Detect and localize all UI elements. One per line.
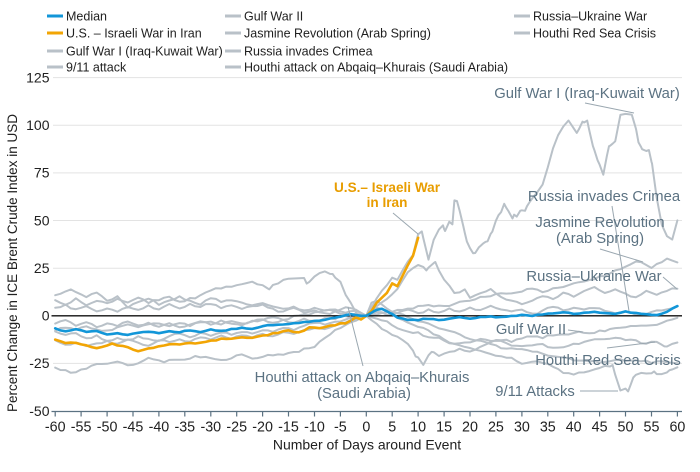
svg-text:125: 125 [26,69,50,85]
svg-text:(Arab Spring): (Arab Spring) [556,231,644,247]
svg-text:15: 15 [436,420,452,436]
svg-text:-35: -35 [174,420,195,436]
svg-text:25: 25 [488,420,504,436]
svg-text:25: 25 [34,260,50,276]
svg-text:-60: -60 [45,420,66,436]
svg-text:0: 0 [42,308,50,324]
svg-text:-25: -25 [226,420,247,436]
svg-text:Russia invades Crimea: Russia invades Crimea [528,189,681,205]
svg-text:Gulf War II: Gulf War II [496,322,566,338]
svg-text:9/11 attack: 9/11 attack [66,61,127,75]
svg-text:U.S. – Israeli War in Iran: U.S. – Israeli War in Iran [66,27,202,41]
svg-text:Houthi Red Sea Crisis: Houthi Red Sea Crisis [533,27,656,41]
svg-text:-5: -5 [334,420,347,436]
svg-text:Russia invades Crimea: Russia invades Crimea [244,45,373,59]
svg-text:Jasmine Revolution: Jasmine Revolution [535,215,664,231]
svg-text:Russia–Ukraine War: Russia–Ukraine War [533,10,647,24]
svg-text:75: 75 [34,165,50,181]
svg-text:-15: -15 [278,420,299,436]
svg-text:-20: -20 [252,420,273,436]
svg-text:30: 30 [514,420,530,436]
svg-text:-25: -25 [29,355,49,371]
svg-text:-50: -50 [97,420,118,436]
svg-text:Percent Change in ICE Brent Cr: Percent Change in ICE Brent Crude Index … [5,114,20,412]
svg-text:100: 100 [26,117,50,133]
svg-text:5: 5 [388,420,396,436]
svg-text:Jasmine Revolution (Arab Sprin: Jasmine Revolution (Arab Spring) [244,27,431,41]
svg-text:Houthi attack on Abqaiq–Khurai: Houthi attack on Abqaiq–Khurais (Saudi A… [244,61,508,75]
svg-text:-50: -50 [29,403,49,419]
svg-text:Russia–Ukraine War: Russia–Ukraine War [526,269,661,285]
svg-text:in Iran: in Iran [367,195,408,210]
svg-text:Houthi attack on Abqaiq–Khurai: Houthi attack on Abqaiq–Khurais [255,370,470,386]
svg-text:Median: Median [66,10,107,24]
svg-text:-45: -45 [123,420,144,436]
svg-text:40: 40 [566,420,582,436]
svg-text:Gulf War II: Gulf War II [244,10,303,24]
svg-text:60: 60 [669,420,685,436]
svg-text:50: 50 [34,212,50,228]
svg-text:10: 10 [410,420,426,436]
svg-text:-40: -40 [149,420,170,436]
svg-text:45: 45 [592,420,608,436]
svg-text:(Saudi Arabia): (Saudi Arabia) [317,386,411,402]
svg-text:-30: -30 [200,420,221,436]
svg-text:-55: -55 [71,420,92,436]
svg-text:20: 20 [462,420,478,436]
svg-text:Gulf War I (Iraq-Kuwait War): Gulf War I (Iraq-Kuwait War) [494,86,680,102]
svg-text:55: 55 [644,420,660,436]
svg-text:Number of Days around Event: Number of Days around Event [273,437,461,453]
svg-text:Houthi Red Sea Crisis: Houthi Red Sea Crisis [535,353,681,369]
svg-text:U.S.– Israeli War: U.S.– Israeli War [334,180,441,195]
svg-text:0: 0 [362,420,370,436]
svg-text:9/11 Attacks: 9/11 Attacks [495,384,575,400]
svg-text:-10: -10 [304,420,325,436]
svg-text:50: 50 [618,420,634,436]
svg-text:35: 35 [540,420,556,436]
svg-text:Gulf War I (Iraq-Kuwait War): Gulf War I (Iraq-Kuwait War) [66,45,223,59]
